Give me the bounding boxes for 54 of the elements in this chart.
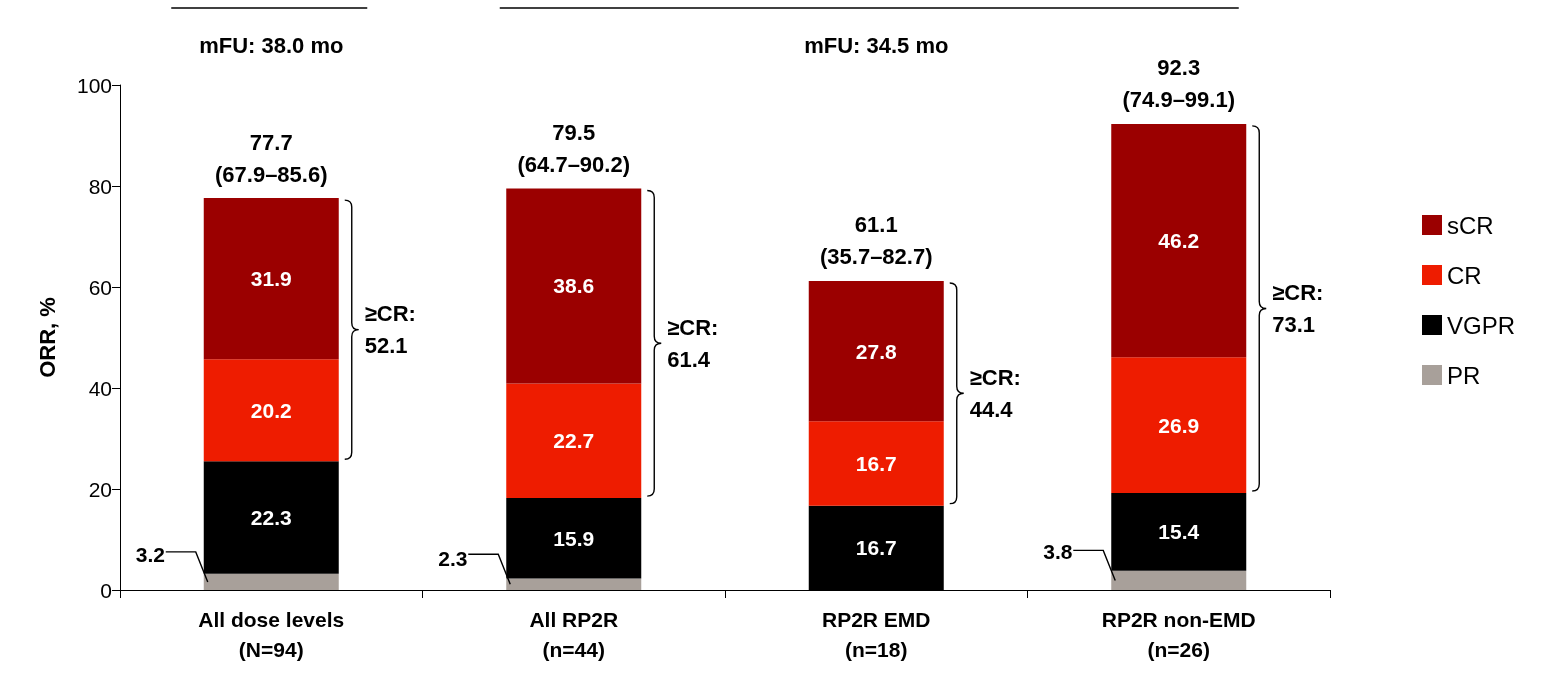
- legend-label: PR: [1446, 361, 1481, 389]
- text: mFU: 34.5 mo: [804, 32, 949, 58]
- annotation: ≥CR: 52.1: [364, 301, 416, 359]
- bar: [506, 383, 642, 499]
- y-tick-label: 40: [88, 376, 112, 400]
- x-tick-label: All dose levels (N=94): [198, 607, 345, 661]
- data-label: 15.4: [1158, 520, 1200, 544]
- data-label: 15.9: [553, 526, 595, 550]
- data-label: 38.6: [553, 274, 595, 298]
- data-label: 31.9: [250, 267, 292, 291]
- data-label: 3.2: [135, 542, 165, 566]
- data-label: 16.7: [855, 452, 897, 475]
- data-label: 26.9: [1158, 413, 1200, 437]
- y-tick-label: 80: [88, 174, 112, 198]
- bar: [506, 188, 642, 384]
- bar: [1111, 357, 1247, 494]
- total-label: 79.5 (64.7–90.2): [517, 120, 631, 178]
- x-tick-label: RP2R EMD (n=18): [821, 607, 931, 661]
- annotation: ≥CR: 44.4: [969, 364, 1021, 422]
- data-label: 22.7: [553, 429, 595, 453]
- bar: [203, 461, 339, 574]
- bar: [1111, 570, 1247, 590]
- data-label: 3.8: [1043, 539, 1073, 563]
- legend-label: sCR: [1446, 211, 1494, 239]
- total-label: 92.3 (74.9–99.1): [1122, 55, 1236, 113]
- data-label: 20.2: [250, 398, 292, 422]
- bar: [808, 280, 944, 422]
- total-label: 61.1 (35.7–82.7): [819, 212, 933, 270]
- x-tick-label: RP2R non-EMD (n=26): [1101, 607, 1256, 661]
- data-label: 27.8: [855, 339, 898, 363]
- y-tick-label: 0: [100, 578, 112, 602]
- data-label: 46.2: [1158, 229, 1200, 253]
- bar: [1111, 123, 1247, 358]
- y-tick-label: 20: [88, 477, 112, 501]
- data-label: 2.3: [438, 547, 468, 571]
- text: mFU: 38.0 mo: [199, 32, 344, 58]
- legend-label: VGPR: [1446, 311, 1515, 339]
- data-label: 22.3: [250, 506, 292, 530]
- total-label: 77.7 (67.9–85.6): [214, 129, 328, 187]
- y-tick-label: 60: [88, 275, 112, 299]
- bar: [203, 198, 339, 360]
- y-axis-title: ORR, %: [34, 297, 60, 378]
- legend-label: CR: [1446, 261, 1482, 289]
- x-tick-label: All RP2R (n=44): [529, 607, 619, 661]
- bar: [506, 578, 642, 590]
- bar: [1111, 493, 1247, 571]
- data-label: 16.7: [855, 536, 897, 560]
- bar: [808, 421, 944, 506]
- annotation: ≥CR: 73.1: [1272, 279, 1324, 337]
- bar: [203, 573, 339, 590]
- bar: [506, 498, 642, 579]
- bar: [203, 359, 339, 462]
- y-tick-label: 100: [76, 73, 112, 97]
- annotation: ≥CR: 61.4: [667, 314, 719, 372]
